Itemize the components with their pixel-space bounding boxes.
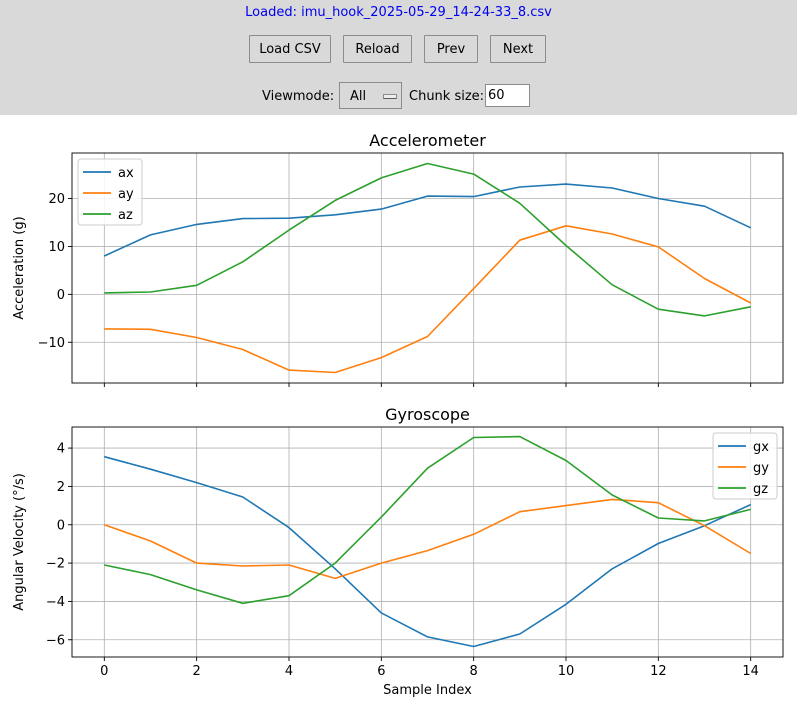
- series-line-ax: [103, 183, 752, 257]
- series-line-gy: [104, 498, 752, 580]
- series-line-gx: [104, 455, 752, 648]
- chunk-size-input[interactable]: [485, 84, 530, 107]
- axes-frame: [71, 152, 784, 384]
- next-button[interactable]: Next: [490, 35, 546, 63]
- load-csv-button[interactable]: Load CSV: [249, 35, 331, 63]
- axes-frame: [71, 426, 784, 658]
- y-axis-label: Acceleration (g): [12, 216, 27, 319]
- series-line-az: [104, 162, 751, 317]
- legend-label-ay: ay: [118, 187, 134, 202]
- y-tick-label: 0: [57, 288, 65, 303]
- y-tick-label: 4: [57, 442, 65, 457]
- chart-title: Accelerometer: [369, 131, 486, 150]
- x-tick-label: 0: [100, 664, 108, 679]
- x-tick-label: 8: [470, 664, 478, 679]
- toolbar: Loaded: imu_hook_2025-05-29_14-24-33_8.c…: [0, 0, 797, 115]
- option-menu-indicator-icon: [383, 94, 397, 99]
- viewmode-label: Viewmode:: [262, 89, 335, 104]
- x-tick-label: 14: [742, 664, 759, 679]
- legend-box: [712, 432, 778, 500]
- x-tick-label: 2: [193, 664, 201, 679]
- x-tick-label: 4: [285, 664, 293, 679]
- plot-area: [72, 153, 783, 383]
- y-tick-label: 0: [57, 518, 65, 533]
- x-axis-label: Sample Index: [383, 683, 472, 698]
- prev-button[interactable]: Prev: [424, 35, 478, 63]
- y-tick-label: −2: [46, 557, 65, 572]
- plot-area: [72, 427, 783, 657]
- y-tick-label: −6: [46, 633, 65, 648]
- legend-label-gy: gy: [753, 461, 769, 476]
- legend-label-gz: gz: [753, 482, 768, 497]
- chart-gyroscope: 0 2 4 6 8 10 12 14 −6 −4 −2 0 2 4 Gyroscope Angular Vel…: [12, 405, 784, 698]
- legend-box: [77, 158, 143, 226]
- legend: gx gy gz: [712, 432, 778, 500]
- y-tick-label: 2: [57, 480, 65, 495]
- series-line-ay: [104, 225, 752, 374]
- y-tick-label: 10: [48, 240, 65, 255]
- legend-label-az: az: [118, 208, 133, 223]
- reload-button[interactable]: Reload: [343, 35, 412, 63]
- viewmode-value: All: [350, 89, 367, 104]
- series-line-gz: [104, 435, 751, 605]
- x-tick-label: 10: [558, 664, 575, 679]
- chunk-size-label: Chunk size:: [409, 89, 485, 104]
- status-text: Loaded: imu_hook_2025-05-29_14-24-33_8.c…: [245, 5, 552, 20]
- x-tick-label: 12: [650, 664, 667, 679]
- legend-label-ax: ax: [118, 166, 134, 181]
- y-tick-label: 20: [48, 192, 65, 207]
- viewmode-select[interactable]: All: [339, 82, 402, 109]
- y-tick-label: −10: [38, 336, 65, 351]
- y-axis-label: Angular Velocity (°/s): [12, 473, 27, 611]
- chart-title: Gyroscope: [385, 405, 470, 424]
- legend-label-gx: gx: [753, 440, 769, 455]
- y-tick-label: −4: [46, 595, 65, 610]
- legend: ax ay az: [77, 158, 143, 226]
- x-tick-label: 6: [377, 664, 385, 679]
